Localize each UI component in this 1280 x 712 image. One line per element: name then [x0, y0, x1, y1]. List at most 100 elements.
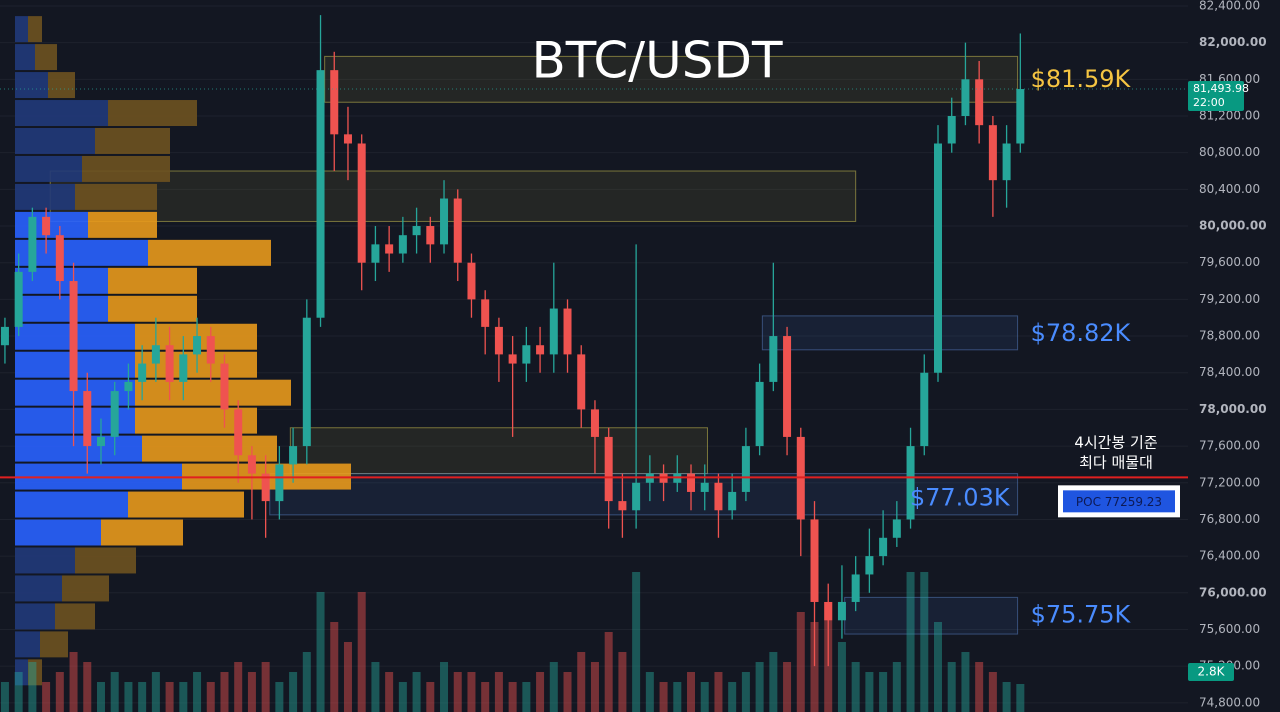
profile-buy: [15, 44, 35, 71]
y-tick-label: 77,600.00: [1199, 439, 1260, 453]
candle-body: [302, 317, 311, 447]
profile-sell: [108, 295, 197, 322]
volume-bar: [481, 682, 490, 712]
volume-bar: [371, 662, 380, 712]
volume-bar: [741, 672, 750, 712]
y-tick-label: 75,600.00: [1199, 622, 1260, 636]
volume-bar: [892, 662, 901, 712]
profile-buy: [15, 72, 48, 99]
candle-body: [124, 381, 133, 392]
profile-sell: [40, 631, 68, 658]
profile-buy: [15, 211, 88, 238]
profile-buy: [15, 659, 28, 686]
candle-body: [769, 336, 778, 382]
volume-bar: [508, 682, 517, 712]
y-tick-label: 79,600.00: [1199, 255, 1260, 269]
candle-body: [481, 299, 490, 327]
volume-bar: [69, 652, 78, 712]
volume-bar: [988, 672, 997, 712]
candle-body: [1016, 89, 1025, 144]
volume-bar: [920, 572, 929, 712]
profile-buy: [15, 16, 28, 43]
profile-sell: [108, 100, 197, 126]
profile-buy: [15, 603, 55, 630]
y-tick-label: 81,200.00: [1199, 108, 1260, 122]
candle-body: [330, 70, 339, 135]
candle-body: [714, 482, 723, 511]
candle-body: [234, 409, 243, 456]
profile-buy: [15, 100, 108, 126]
volume-bar: [193, 672, 202, 712]
profile-sell: [135, 379, 291, 406]
candle-body: [206, 336, 215, 364]
candle-body: [933, 143, 942, 373]
candle-body: [110, 391, 119, 437]
candle-body: [700, 482, 709, 492]
volume-bar: [28, 662, 37, 712]
volume-bar: [577, 652, 586, 712]
zone-label: $78.82K: [1031, 319, 1132, 347]
profile-buy: [15, 127, 95, 154]
candle-body: [879, 537, 888, 557]
volume-bar: [343, 642, 352, 712]
candle-body: [398, 235, 407, 254]
volume-bar: [851, 662, 860, 712]
volume-label: 2.8K: [1198, 665, 1226, 679]
zone: [289, 427, 708, 475]
candle-body: [55, 235, 64, 282]
candle-body: [837, 601, 846, 621]
volume-bar: [659, 682, 668, 712]
profile-sell: [128, 491, 244, 518]
volume-bar: [865, 672, 874, 712]
candle-body: [687, 473, 696, 492]
volume-bar: [275, 682, 284, 712]
candle-body: [494, 326, 503, 355]
candle-body: [604, 436, 613, 502]
volume-bar: [412, 672, 421, 712]
candle-body: [741, 446, 750, 492]
y-tick-label: 80,800.00: [1199, 145, 1260, 159]
profile-buy: [15, 239, 148, 266]
profile-sell: [48, 72, 75, 99]
candle-body: [590, 409, 599, 437]
volume-bar: [975, 662, 984, 712]
candle-body: [371, 244, 380, 263]
last-price-box: [1188, 81, 1244, 112]
profile-sell: [148, 239, 271, 266]
candle-body: [316, 70, 325, 318]
candle-body: [261, 473, 270, 502]
volume-bar: [42, 682, 51, 712]
volume-bar: [96, 682, 105, 712]
zone: [844, 596, 1019, 635]
candle-body: [426, 226, 435, 245]
volume-bar: [906, 572, 915, 712]
y-tick-label: 78,800.00: [1199, 329, 1260, 343]
profile-sell: [62, 575, 109, 602]
volume-bar: [206, 682, 215, 712]
candle-body: [42, 216, 51, 236]
volume-bar: [810, 622, 819, 712]
candle-body: [892, 519, 901, 538]
volume-bar: [14, 672, 23, 712]
y-tick-label: 76,400.00: [1199, 549, 1260, 563]
candle-body: [247, 455, 256, 474]
candle-body: [632, 482, 641, 511]
volume-label-box: [1188, 663, 1234, 681]
candle-body: [138, 363, 147, 382]
candle-body: [906, 446, 915, 520]
volume-bar: [728, 682, 737, 712]
candle-body: [83, 391, 92, 447]
candle-body: [522, 345, 531, 364]
volume-bar: [426, 682, 435, 712]
volume-bar: [783, 662, 792, 712]
zone: [49, 170, 857, 222]
volume-bar: [124, 682, 133, 712]
candle-body: [179, 354, 188, 382]
candle-body: [14, 271, 23, 327]
volume-bar: [165, 682, 174, 712]
profile-sell: [75, 547, 136, 574]
candle-body: [96, 436, 105, 447]
y-tick-label: 77,200.00: [1199, 475, 1260, 489]
volume-bar: [700, 682, 709, 712]
volume-bar: [1002, 682, 1011, 712]
